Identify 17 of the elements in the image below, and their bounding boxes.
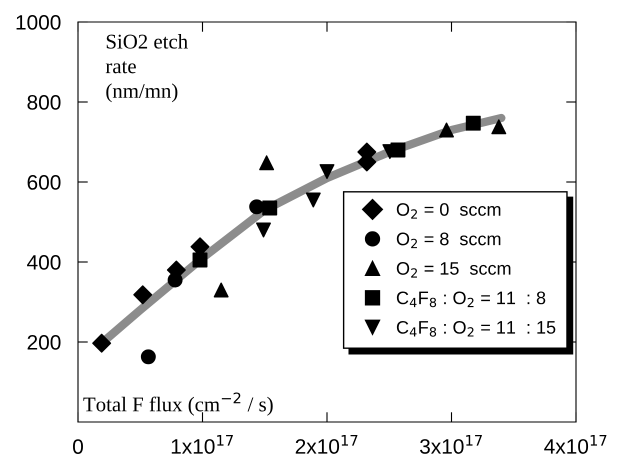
- legend-label: O$_{2}$ = 15 sccm: [396, 262, 510, 278]
- x-tick-label: 4x10$^{17}$: [544, 435, 606, 454]
- y-tick-label: 400: [27, 255, 61, 270]
- x-tick-label: 2x10$^{17}$: [296, 435, 358, 454]
- x-tick-label: 0: [73, 439, 83, 454]
- legend-label: O$_{2}$ = 8 sccm: [396, 232, 500, 248]
- y-tick-label: 600: [28, 175, 61, 190]
- legend-label: C$_{4}$F$_{8}$ : O$_{2}$ = 11 : 8: [396, 292, 546, 308]
- y-axis-title: SiO2 etch rate (nm/mn): [106, 34, 188, 102]
- x-tick-label: 1x10$^{17}$: [172, 435, 233, 454]
- y-tick-label: 1000: [16, 15, 61, 30]
- legend-label: O$_{2}$ = 0 sccm: [396, 203, 500, 219]
- x-tick-label: 3x10$^{17}$: [420, 435, 482, 454]
- legend-label: C$_{4}$F$_{8}$ : O$_{2}$ = 11 : 15: [396, 320, 556, 337]
- y-tick-label: 200: [28, 335, 61, 350]
- x-axis-title: Total F flux (cm$^{−2}$ / s): [83, 392, 273, 416]
- y-tick-label: 800: [27, 95, 61, 110]
